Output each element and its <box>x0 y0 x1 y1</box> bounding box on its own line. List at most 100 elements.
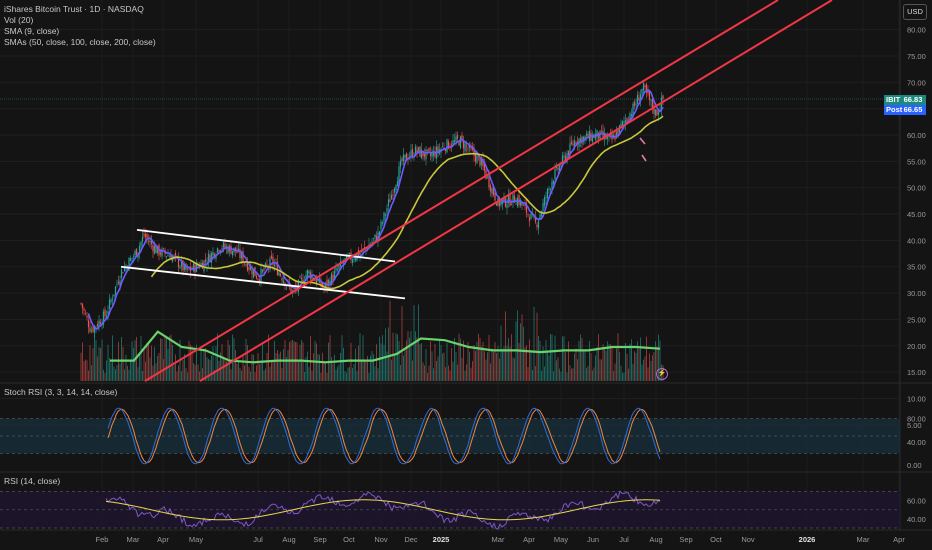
candle-body <box>542 203 544 212</box>
candle-body <box>123 266 126 272</box>
candle-body <box>231 250 234 256</box>
candle-body <box>567 150 570 156</box>
candle-body <box>534 216 537 223</box>
stoch-d-line <box>107 408 661 464</box>
volume-bar <box>347 367 349 381</box>
volume-bar <box>562 336 563 381</box>
volume-bar <box>259 364 260 381</box>
candle-body <box>428 148 430 151</box>
volume-bar <box>554 335 556 381</box>
volume-bar <box>310 336 311 381</box>
candle-body <box>473 149 475 156</box>
candle-body <box>344 258 346 260</box>
symbol-title[interactable]: iShares Bitcoin Trust · 1D · NASDAQ <box>4 4 144 14</box>
candle-body <box>332 275 334 281</box>
candle-body <box>320 280 322 286</box>
smas-indicator-label[interactable]: SMAs (50, close, 100, close, 200, close) <box>4 37 156 47</box>
candle-body <box>363 247 366 248</box>
candle-body <box>513 195 516 203</box>
candle-body <box>582 136 585 142</box>
volume-bar <box>509 346 511 381</box>
volume-bar <box>128 369 130 381</box>
candle-body <box>150 241 153 245</box>
price-tick-label: 60.00 <box>907 131 926 140</box>
candle-body <box>422 151 424 156</box>
candle-body <box>498 198 501 207</box>
stoch-rsi-label[interactable]: Stoch RSI (3, 3, 14, 14, close) <box>4 387 118 397</box>
candle-body <box>635 103 637 105</box>
volume-bar <box>443 352 445 381</box>
volume-bar <box>202 368 203 381</box>
lightning-icon[interactable]: ⚡ <box>656 368 668 380</box>
volume-bar <box>235 350 236 381</box>
volume-bar <box>650 361 652 381</box>
volume-bar <box>307 351 308 381</box>
volume-bar <box>374 366 376 381</box>
volume-bar <box>263 370 265 381</box>
volume-bar <box>548 355 550 381</box>
candle-body <box>543 197 546 206</box>
volume-bar <box>103 369 104 381</box>
price-tick-label: 10.00 <box>907 394 926 403</box>
volume-bar <box>325 362 326 381</box>
rsi-label[interactable]: RSI (14, close) <box>4 476 61 486</box>
volume-bar <box>383 344 385 381</box>
volume-indicator-label[interactable]: Vol (20) <box>4 15 34 25</box>
candle-body <box>654 109 657 116</box>
stoch-k-line <box>107 407 661 465</box>
volume-bar <box>160 338 161 381</box>
volume-bar <box>224 357 226 381</box>
volume-bar <box>283 349 284 381</box>
currency-button[interactable]: USD <box>903 4 927 20</box>
volume-bar <box>622 372 623 381</box>
candle-body <box>236 250 238 253</box>
candle-body <box>195 262 198 272</box>
candle-body <box>131 257 133 259</box>
volume-bar <box>611 348 613 381</box>
volume-bar <box>632 363 634 381</box>
volume-bar <box>644 356 646 381</box>
volume-bar <box>94 333 95 381</box>
candle-body <box>504 198 507 207</box>
candle-body <box>327 279 330 284</box>
candle-body <box>404 154 406 158</box>
candle-body <box>396 181 399 187</box>
stoch-rsi-pane: 80.00 40.00 0.00 <box>0 407 926 470</box>
candle-body <box>134 251 136 256</box>
volume-bar <box>440 345 442 381</box>
volume-bar <box>451 348 452 381</box>
volume-bar <box>398 341 400 381</box>
volume-bar <box>493 352 494 381</box>
time-tick-label: Jun <box>587 535 599 544</box>
candle-body <box>614 136 616 140</box>
candle-body <box>248 267 250 270</box>
volume-bar <box>107 344 109 381</box>
volume-bar <box>217 333 218 381</box>
candle-body <box>395 185 397 191</box>
volume-bar <box>242 354 244 381</box>
time-tick-label: Oct <box>343 535 356 544</box>
sma9-indicator-label[interactable]: SMA (9, close) <box>4 26 60 36</box>
candle-body <box>353 258 355 260</box>
volume-bar <box>467 341 469 381</box>
candle-body <box>326 279 328 287</box>
time-tick-label: Sep <box>313 535 326 544</box>
candle-body <box>249 266 252 271</box>
volume-bar <box>329 335 331 381</box>
candle-body <box>474 153 477 162</box>
volume-bar <box>200 350 202 381</box>
candle-body <box>464 143 466 152</box>
candle-body <box>261 269 264 272</box>
time-tick-label: Jul <box>253 535 263 544</box>
volume-bar <box>250 371 251 381</box>
candle-body <box>615 131 618 138</box>
volume-bar <box>617 333 619 381</box>
candle-body <box>570 141 573 144</box>
volume-bar <box>340 352 341 381</box>
volume-bar <box>539 340 541 381</box>
price-tick-label: 70.00 <box>907 78 926 87</box>
volume-bar <box>349 366 350 381</box>
candle-body <box>647 90 649 94</box>
volume-bar <box>418 304 419 381</box>
